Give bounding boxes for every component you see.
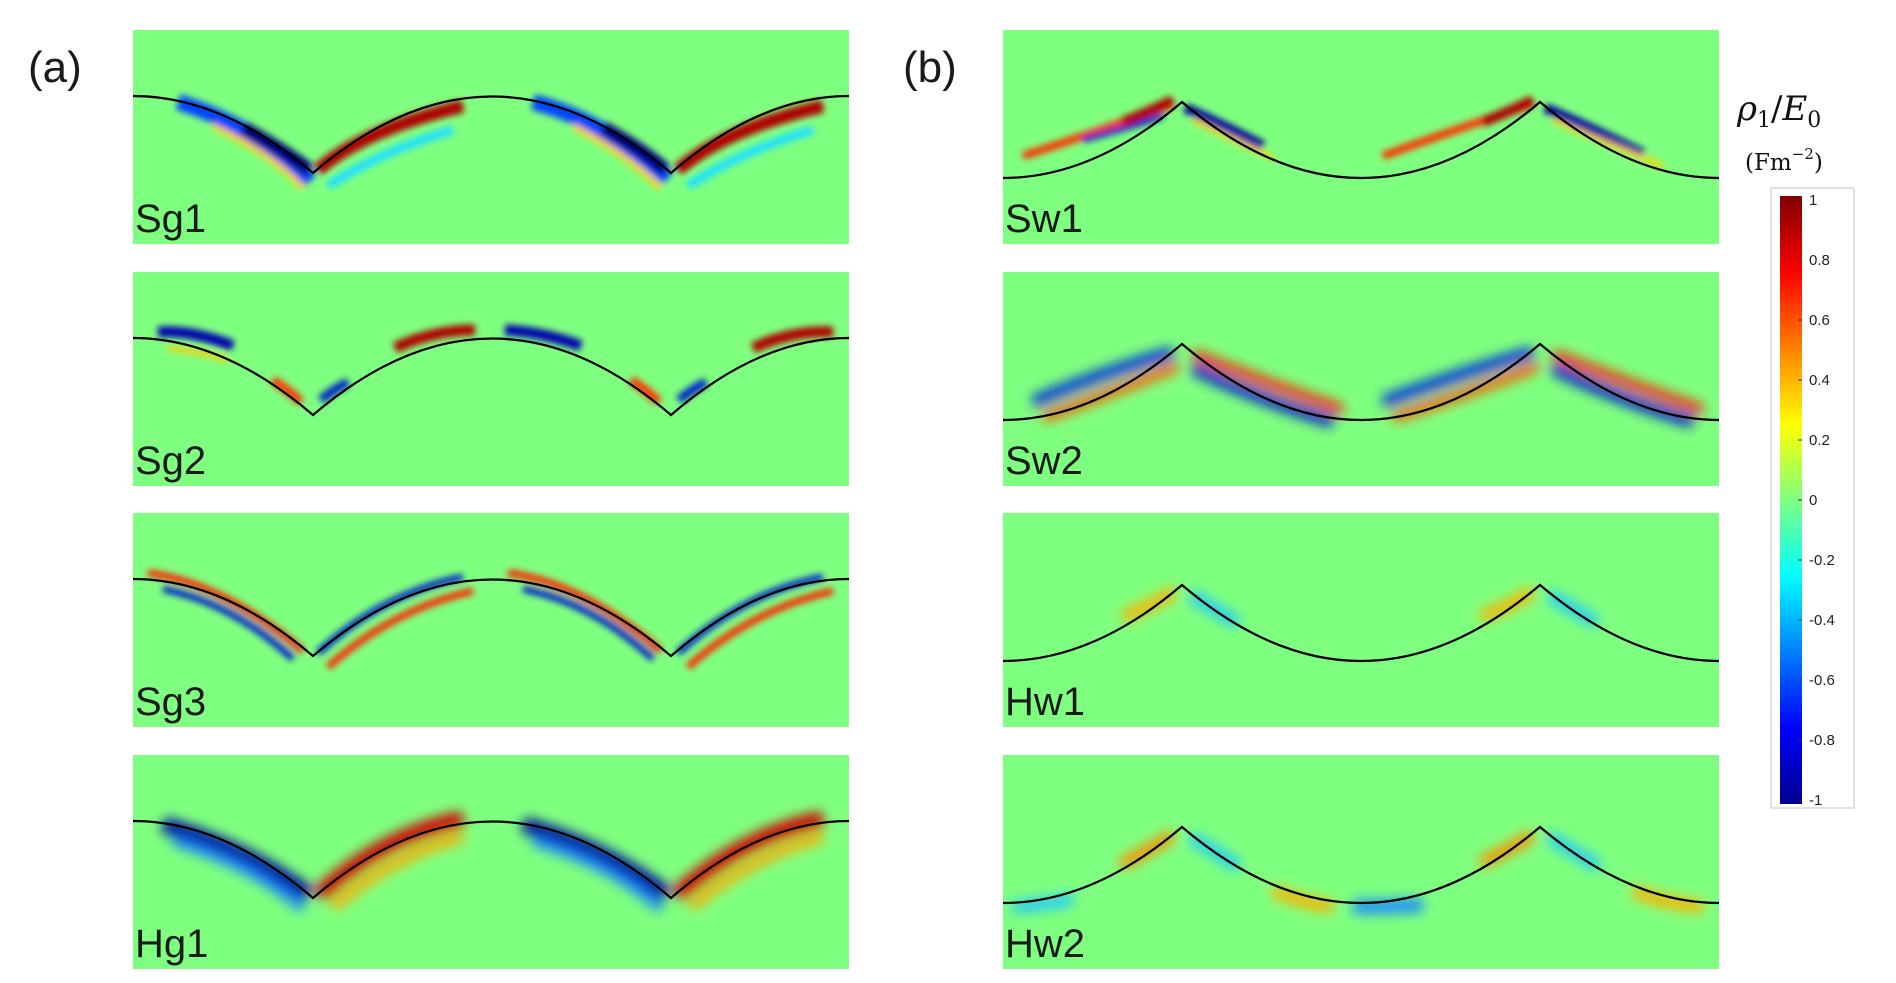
colorbar-tick-label: 0.6 [1809,312,1830,329]
panel-label: Sg3 [135,680,206,724]
panel-label: Sg1 [135,197,206,241]
colorbar-title: ρ1/E0 [1736,89,1821,133]
surface-curve [1002,342,1720,422]
colorbar-tick-label: 0.2 [1809,432,1830,449]
colorbar-tick-label: 1 [1809,192,1817,209]
charge-density-lobes [1012,829,1704,914]
panel-hw2: Hw2 [1002,755,1720,969]
colorbar-tick-label: 0.4 [1809,372,1830,389]
panel-sg2: Sg2 [132,272,850,486]
colorbar-tick-label: 0.8 [1809,252,1830,269]
colorbar-title-esub: 0 [1807,108,1821,133]
colorbar-tick-label: -0.4 [1809,612,1835,629]
colorbar: ρ1/E0 (Fm−2) 10.80.60.40.20-0.2-0.4-0.6-… [1736,89,1855,809]
panel-label: Hw1 [1005,680,1085,724]
panel-sw2: Sw2 [1002,272,1720,486]
panel-sg3: Sg3 [132,513,850,727]
colorbar-title-rho: ρ [1736,89,1757,129]
surface-curve [1002,825,1720,905]
panel-label-b: (b) [903,43,957,92]
panel-sw1: Sw1 [1002,30,1720,244]
panel-hg1: Hg1 [132,755,850,969]
panel-label: Hw2 [1005,922,1085,966]
surface-curve [132,336,850,417]
colorbar-unit-close: ) [1814,150,1823,176]
surface-curve [132,94,850,175]
colorbar-unit-open: (Fm [1745,150,1792,176]
charge-density-lobes [157,324,834,406]
surface-curve [1002,583,1720,663]
panel-label-a: (a) [28,43,82,92]
field-background [133,513,849,727]
colorbar-tick-label: -0.2 [1809,552,1835,569]
colorbar-title-slash: / [1771,89,1783,129]
field-background [133,272,849,486]
panel-label: Sw1 [1005,197,1083,241]
surface-curve [1002,100,1720,180]
colorbar-unit-exp: −2 [1792,145,1814,163]
colorbar-gradient [1780,196,1802,804]
field-background [1003,755,1719,969]
colorbar-ticks: 1 0.8 0.6 0.4 0.2 0 -0.2 -0.4 -0.6 -0.8 -1 [1798,192,1835,809]
colorbar-tick-label: 0 [1809,492,1817,509]
colorbar-tick-label: -0.8 [1809,732,1835,749]
colorbar-unit: (Fm−2) [1745,145,1823,176]
surface-curve [132,577,850,658]
panel-sg1: Sg1 [132,30,850,244]
colorbar-title-e: E [1781,89,1807,129]
panel-hw1: Hw1 [1002,513,1720,727]
panel-label: Hg1 [135,922,208,966]
colorbar-tick-label: -1 [1809,792,1822,809]
surface-curve [132,819,850,900]
panel-label: Sg2 [135,439,206,483]
panel-label: Sw2 [1005,439,1083,483]
field-background [1003,513,1719,727]
colorbar-tick-label: -0.6 [1809,672,1835,689]
colorbar-title-sub: 1 [1757,108,1771,133]
field-background [1003,272,1719,486]
